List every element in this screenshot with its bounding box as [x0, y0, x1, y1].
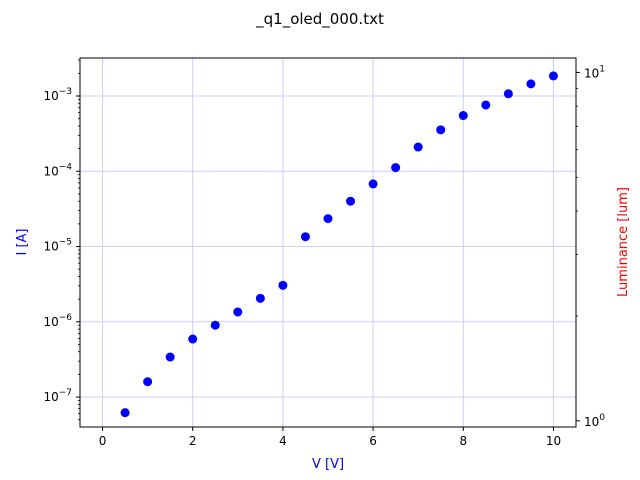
x-tick-label: 0 [99, 434, 107, 448]
data-point [165, 352, 175, 362]
data-point [255, 293, 265, 303]
y-tick-label: 10−4 [43, 162, 72, 178]
data-point [143, 377, 153, 387]
plot-frame [79, 57, 577, 428]
grid [80, 58, 576, 427]
data-point [188, 334, 198, 344]
x-axis-label: V [V] [312, 457, 344, 472]
data-point [278, 280, 288, 290]
x-tick-label: 6 [369, 434, 377, 448]
x-axis: 0 2 4 6 8 10 [99, 427, 561, 448]
y2-axis-label: Luminance [lum] [616, 187, 631, 297]
x-tick-label: 10 [546, 434, 561, 448]
y-tick-label: 10−7 [43, 388, 72, 404]
data-point [300, 232, 310, 242]
data-point [436, 125, 446, 135]
x-tick-label: 8 [459, 434, 467, 448]
data-point [391, 163, 401, 173]
y-tick-label: 10−5 [43, 238, 72, 254]
y-axis-right: 100 101 [576, 64, 605, 429]
data-point [458, 111, 468, 121]
data-point [481, 100, 491, 110]
data-point [413, 142, 423, 152]
y-axis-left: 10−7 10−6 10−5 10−4 10−3 [43, 59, 80, 421]
data-point [120, 408, 130, 418]
data-point [323, 214, 333, 224]
data-point [346, 196, 356, 206]
x-tick-label: 4 [279, 434, 287, 448]
chart-title: _q1_oled_000.txt [255, 10, 384, 29]
y-tick-label: 10−3 [43, 87, 72, 103]
data-points [120, 71, 558, 418]
y-tick-label: 10−6 [43, 313, 72, 329]
data-point [503, 89, 513, 99]
data-point [233, 307, 243, 317]
y2-tick-label: 101 [584, 64, 605, 80]
y2-tick-label: 100 [584, 413, 605, 429]
data-point [210, 320, 220, 330]
data-point [368, 179, 378, 189]
x-tick-label: 2 [189, 434, 197, 448]
data-point [526, 79, 536, 89]
data-point [548, 71, 558, 81]
y-axis-label: I [A] [15, 228, 30, 255]
